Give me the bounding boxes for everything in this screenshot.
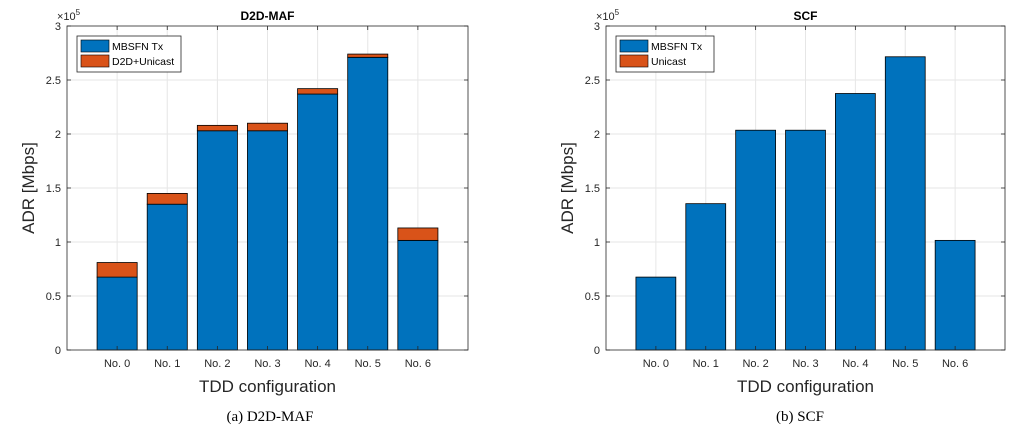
y-tick-label: 2.5 <box>585 75 600 87</box>
bar-mbsfn-5 <box>884 56 926 351</box>
bar-mbsfn-4 <box>835 93 876 351</box>
y-tick-label: 1 <box>594 237 600 249</box>
legend-swatch-0 <box>80 39 110 53</box>
legend-swatch-0 <box>619 39 649 53</box>
bar-secondary-3 <box>247 122 288 132</box>
y-ticks: 0 0.5 1 1.5 2 2.5 3 <box>585 21 1005 357</box>
y-tick-label: 2 <box>594 129 600 141</box>
y-axis-label: ADR [Mbps] <box>19 142 38 234</box>
y-tick-label: 0.5 <box>46 291 61 303</box>
y-tick-label: 1 <box>55 237 61 249</box>
bar-mbsfn-5 <box>347 56 389 351</box>
bar-mbsfn-2 <box>735 129 776 351</box>
x-tick-label: No. 6 <box>405 358 431 370</box>
bar-mbsfn-3 <box>785 129 826 351</box>
caption-a: (a) D2D-MAF <box>226 409 314 425</box>
legend-label-0: MBSFN Tx <box>112 41 164 53</box>
x-tick-label: No. 3 <box>254 358 280 370</box>
bar-mbsfn-2 <box>196 130 238 351</box>
y-tick-label: 3 <box>55 21 61 33</box>
x-tick-label: No. 5 <box>355 358 381 370</box>
chart-title: SCF <box>794 9 818 23</box>
bar-mbsfn-6 <box>397 239 439 351</box>
x-tick-label: No. 4 <box>304 358 330 370</box>
y-tick-label: 2.5 <box>46 75 61 87</box>
bar-mbsfn-0 <box>96 276 138 351</box>
bar-secondary-0 <box>96 262 138 278</box>
bar-mbsfn-1 <box>685 203 727 351</box>
y-tick-label: 1.5 <box>585 183 600 195</box>
legend-label-1: D2D+Unicast <box>112 56 174 68</box>
bar-mbsfn-0 <box>635 276 677 351</box>
chart-title: D2D-MAF <box>241 9 295 23</box>
x-tick-label: No. 1 <box>693 358 719 370</box>
x-tick-label: No. 2 <box>204 358 230 370</box>
legend-swatch-1 <box>619 54 649 68</box>
x-tick-label: No. 3 <box>792 358 818 370</box>
y-tick-label: 1.5 <box>46 183 61 195</box>
x-tick-label: No. 0 <box>104 358 130 370</box>
y-ticks: 0 0.5 1 1.5 2 2.5 3 <box>46 21 468 357</box>
x-tick-label: No. 5 <box>892 358 918 370</box>
legend: MBSFN Tx D2D+Unicast <box>76 35 182 73</box>
bars <box>96 53 439 351</box>
x-tick-label: No. 0 <box>643 358 669 370</box>
bar-secondary-2 <box>196 124 238 132</box>
x-tick-label: No. 4 <box>842 358 868 370</box>
bar-mbsfn-1 <box>146 203 188 351</box>
y-tick-label: 0 <box>55 345 61 357</box>
x-axis-label: TDD configuration <box>199 377 336 396</box>
caption-b: (b) SCF <box>776 409 824 425</box>
legend-label-0: MBSFN Tx <box>651 41 703 53</box>
y-tick-label: 2 <box>55 129 61 141</box>
bar-secondary-6 <box>397 227 439 241</box>
x-axis-label: TDD configuration <box>737 377 874 396</box>
y-exponent-label: ×105 <box>596 8 620 23</box>
legend-label-1: Unicast <box>651 56 686 68</box>
y-tick-label: 0.5 <box>585 291 600 303</box>
x-tick-label: No. 6 <box>942 358 968 370</box>
x-ticks: No. 0 No. 1 No. 2 No. 3 No. 4 No. 5 No. 6 <box>643 26 968 370</box>
x-tick-label: No. 2 <box>742 358 768 370</box>
y-exponent-label: ×105 <box>57 8 81 23</box>
bar-mbsfn-4 <box>297 93 339 351</box>
bar-secondary-5 <box>347 53 389 58</box>
bar-mbsfn-6 <box>934 239 976 351</box>
bars <box>635 56 976 351</box>
x-tick-label: No. 1 <box>154 358 180 370</box>
legend-swatch-1 <box>80 54 110 68</box>
bar-mbsfn-3 <box>247 130 288 351</box>
y-axis-label: ADR [Mbps] <box>558 142 577 234</box>
x-ticks: No. 0 No. 1 No. 2 No. 3 No. 4 No. 5 No. 6 <box>104 26 431 370</box>
y-tick-label: 0 <box>594 345 600 357</box>
bar-secondary-1 <box>146 192 188 205</box>
y-tick-label: 3 <box>594 21 600 33</box>
bar-secondary-4 <box>297 88 339 95</box>
legend: MBSFN Tx Unicast <box>615 35 715 73</box>
